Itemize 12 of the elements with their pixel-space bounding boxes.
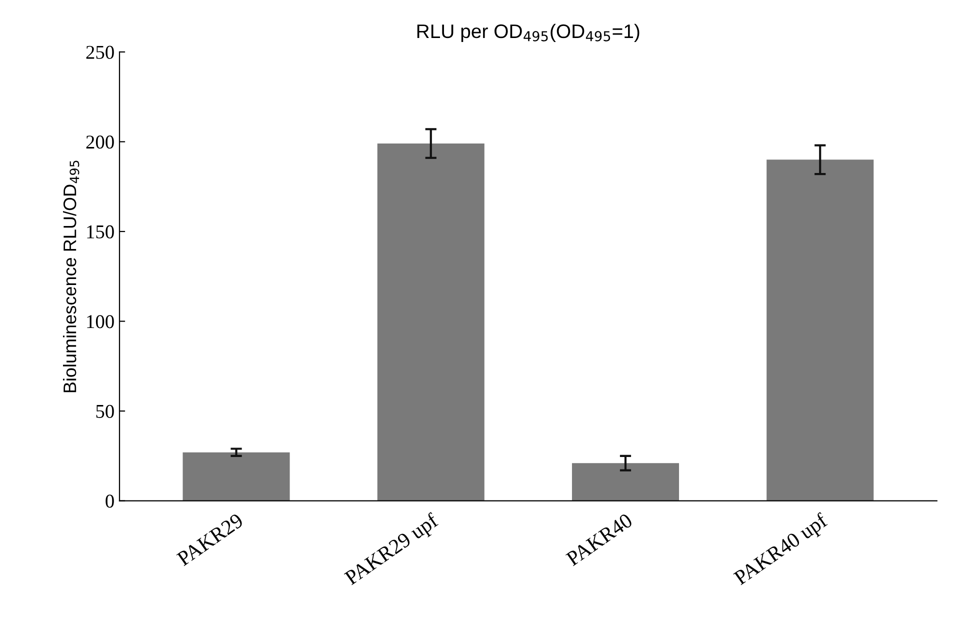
y-tick-label: 250	[86, 46, 114, 59]
y-tick-label: 100	[87, 315, 114, 328]
y-tick-label: 150	[87, 225, 114, 238]
y-tick-label: 0	[106, 494, 114, 508]
bar	[766, 160, 874, 501]
chart-title: RLU per OD$_{495}$(OD$_{495}$=1)	[417, 24, 640, 42]
y-tick-label: 200	[86, 136, 114, 149]
bar	[572, 463, 680, 501]
bar	[182, 452, 290, 501]
y-tick-label: 50	[96, 404, 114, 418]
y-axis-title: Bioluminescence RLU/OD$_{495}$	[62, 160, 80, 392]
bar	[377, 144, 484, 501]
